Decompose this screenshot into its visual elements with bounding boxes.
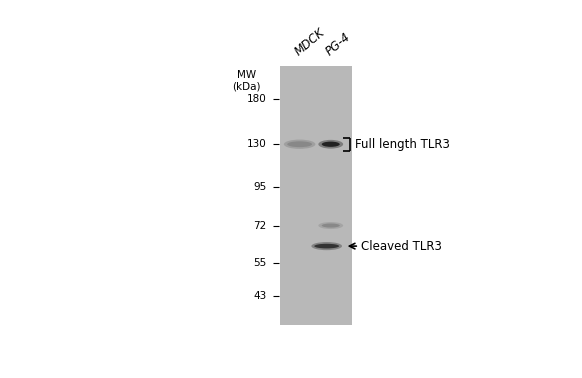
Text: 130: 130	[247, 139, 267, 149]
Text: 180: 180	[247, 94, 267, 104]
Ellipse shape	[288, 141, 312, 147]
Ellipse shape	[314, 244, 339, 248]
Ellipse shape	[311, 242, 342, 250]
Text: MDCK: MDCK	[292, 26, 328, 59]
Ellipse shape	[318, 222, 343, 229]
Ellipse shape	[318, 140, 343, 149]
Ellipse shape	[322, 223, 340, 228]
Text: 55: 55	[253, 257, 267, 268]
FancyBboxPatch shape	[281, 66, 353, 325]
Text: MW
(kDa): MW (kDa)	[232, 70, 261, 92]
Text: Full length TLR3: Full length TLR3	[354, 138, 449, 151]
Text: 95: 95	[253, 183, 267, 192]
Text: 72: 72	[253, 220, 267, 231]
Text: Cleaved TLR3: Cleaved TLR3	[360, 240, 441, 253]
Ellipse shape	[284, 139, 315, 149]
Text: PG-4: PG-4	[324, 31, 353, 59]
Text: 43: 43	[253, 291, 267, 301]
Ellipse shape	[322, 142, 340, 147]
